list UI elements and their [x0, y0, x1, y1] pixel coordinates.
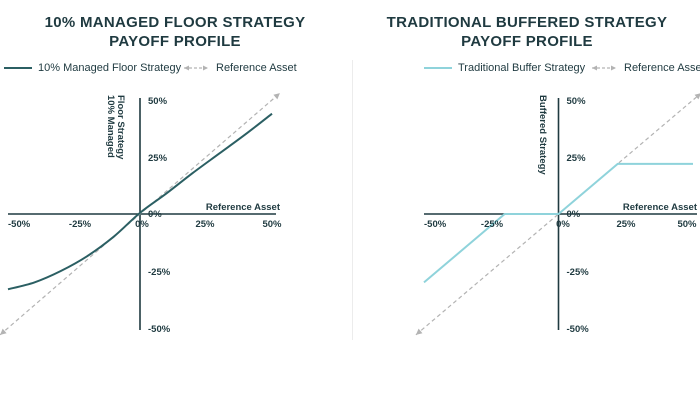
left-chart-panel: 10% MANAGED FLOOR STRATEGY PAYOFF PROFIL… — [0, 13, 350, 336]
series-line-reference-asset — [415, 93, 700, 336]
y-tick-label: 25% — [567, 153, 587, 164]
y-tick-label: 50% — [567, 96, 587, 107]
chart-title-line-1: TRADITIONAL BUFFERED STRATEGY — [386, 14, 668, 31]
y-tick-label: -50% — [567, 324, 590, 335]
chart-title-line-2: PAYOFF PROFILE — [109, 33, 241, 50]
x-tick-label: 25% — [195, 219, 215, 230]
legend-swatch-solid — [4, 67, 32, 69]
y-tick-label: 0% — [567, 209, 581, 220]
chart-title-line-1: 10% MANAGED FLOOR STRATEGY — [44, 14, 306, 31]
chart-legend: 10% Managed Floor Strategy Reference Ass… — [0, 62, 350, 78]
x-tick-label: 50% — [677, 219, 697, 230]
x-tick-label: 0% — [556, 219, 570, 230]
x-tick-label: 50% — [262, 219, 282, 230]
legend-swatch-dashed-arrow — [592, 65, 616, 71]
buffered-chart: -50% -25% 0% 25% 50% 50% 25% 0% -25% -50% Referenc… — [415, 93, 700, 336]
x-tick-label: 25% — [616, 219, 636, 230]
x-tick-label: -25% — [69, 219, 92, 230]
chart-title: TRADITIONAL BUFFERED STRATEGY PAYOFF PRO… — [352, 13, 700, 51]
legend-label-reference-asset: Reference Asset — [216, 62, 297, 74]
legend-swatch-solid — [424, 67, 452, 69]
x-tick-label: -25% — [481, 219, 504, 230]
reference-arrowhead-end — [694, 93, 700, 100]
legend-item-buffer: Traditional Buffer Strategy — [424, 62, 585, 74]
y-axis-title: Buffered Strategy — [537, 95, 548, 175]
legend-label-buffer: Traditional Buffer Strategy — [458, 62, 586, 74]
y-tick-label: -25% — [567, 267, 590, 278]
chart-legend: Traditional Buffer Strategy Reference As… — [352, 62, 700, 78]
legend-item-reference-asset: Reference Asset — [182, 62, 297, 74]
reference-arrowhead-start — [0, 328, 7, 335]
y-tick-label: 50% — [148, 96, 168, 107]
y-tick-label: -25% — [148, 267, 171, 278]
legend-label-reference-asset: Reference Asset — [624, 62, 700, 74]
chart-title: 10% MANAGED FLOOR STRATEGY PAYOFF PROFIL… — [0, 13, 350, 51]
panel-divider — [352, 60, 353, 340]
x-axis-title: Reference Asset — [206, 202, 281, 213]
x-tick-label: -50% — [424, 219, 447, 230]
legend-item-managed-floor: 10% Managed Floor Strategy — [4, 62, 181, 74]
right-chart-panel: TRADITIONAL BUFFERED STRATEGY PAYOFF PRO… — [352, 0, 700, 400]
y-axis-title: 10% Managed Floor Strategy — [105, 95, 126, 160]
managed-floor-chart: -50% -25% 0% 25% 50% 50% 25% 0% -25% -50% Referenc… — [0, 92, 282, 336]
x-tick-label: -50% — [8, 219, 31, 230]
y-tick-label: -50% — [148, 324, 171, 335]
y-axis-title-line: 10% Managed — [105, 95, 116, 158]
x-tick-label: 0% — [135, 219, 149, 230]
reference-arrowhead-start — [415, 328, 423, 335]
legend-item-reference-asset: Reference Asset — [590, 62, 700, 74]
legend-label-managed-floor: 10% Managed Floor Strategy — [38, 62, 182, 74]
reference-arrowhead-end — [273, 93, 280, 100]
y-axis-title-line: Floor Strategy — [115, 95, 126, 160]
y-tick-label: 25% — [148, 153, 168, 164]
x-axis-title: Reference Asset — [623, 202, 698, 213]
y-tick-label: 0% — [148, 209, 162, 220]
chart-title-line-2: PAYOFF PROFILE — [461, 33, 593, 50]
legend-swatch-dashed-arrow — [184, 65, 208, 71]
y-axis-title-line: Buffered Strategy — [537, 95, 548, 175]
